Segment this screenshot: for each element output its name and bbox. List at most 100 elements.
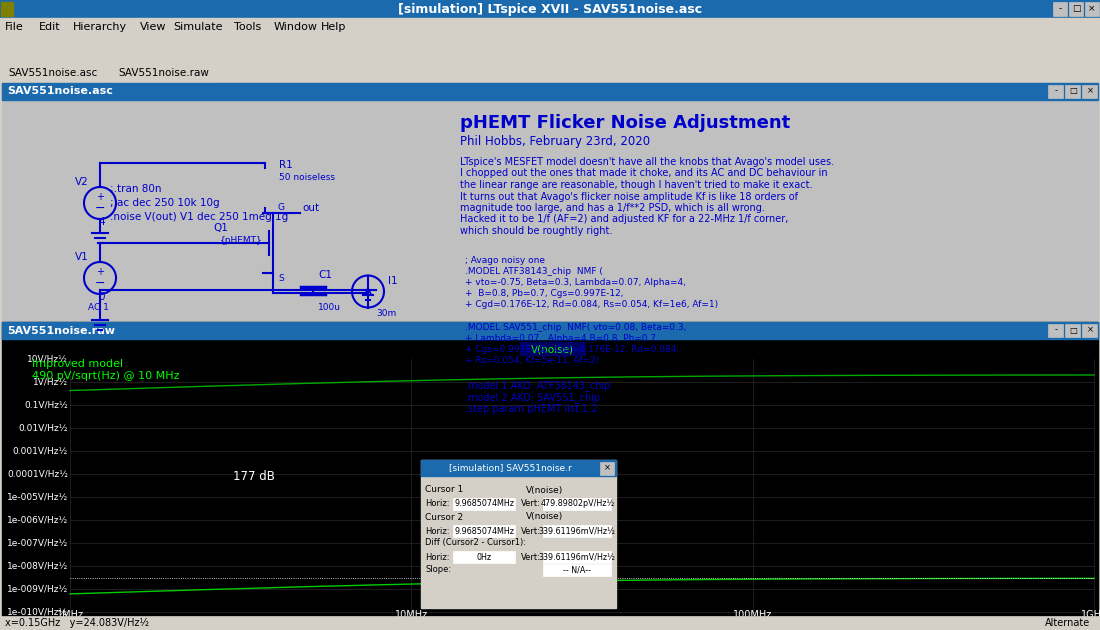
Text: -: - <box>1058 4 1062 13</box>
Bar <box>889 37 909 61</box>
Text: SAV551noise.raw: SAV551noise.raw <box>118 68 209 78</box>
Text: G: G <box>278 203 285 212</box>
Text: V(noise): V(noise) <box>526 486 563 495</box>
Bar <box>631 37 651 61</box>
Text: Hacked it to be 1/f (AF=2) and adjusted KF for a 22-MHz 1/f corner,: Hacked it to be 1/f (AF=2) and adjusted … <box>460 214 789 224</box>
Text: Help: Help <box>321 22 346 32</box>
Bar <box>1065 85 1080 98</box>
Text: [simulation] SAV551noise.r: [simulation] SAV551noise.r <box>450 464 572 472</box>
Text: S: S <box>278 274 284 283</box>
Bar <box>0 0 1100 18</box>
Text: pHEMT Flicker Noise Adjustment: pHEMT Flicker Noise Adjustment <box>460 114 790 132</box>
Bar <box>653 37 673 61</box>
Text: File: File <box>6 22 24 32</box>
Text: Window: Window <box>274 22 318 32</box>
Bar <box>0 18 1100 35</box>
Bar <box>361 37 381 61</box>
Text: .MODEL ATF38143_chip  NMF (: .MODEL ATF38143_chip NMF ( <box>465 267 603 276</box>
Text: 1e-005V/Hz½: 1e-005V/Hz½ <box>7 493 68 501</box>
Bar <box>2 64 107 82</box>
Text: Vert:: Vert: <box>521 527 541 536</box>
Text: Cursor 2: Cursor 2 <box>426 512 463 522</box>
Bar <box>601 462 614 475</box>
Text: 0.0001V/Hz½: 0.0001V/Hz½ <box>7 469 68 479</box>
Text: ; Avago noisy one: ; Avago noisy one <box>465 256 544 265</box>
Text: [simulation] LTspice XVII - SAV551noise.asc: [simulation] LTspice XVII - SAV551noise.… <box>398 3 702 16</box>
Text: I chopped out the ones that made it choke, and its AC and DC behaviour in: I chopped out the ones that made it chok… <box>460 168 827 178</box>
Text: 1e-006V/Hz½: 1e-006V/Hz½ <box>7 515 68 525</box>
Bar <box>864 37 883 61</box>
Text: x=0.15GHz   y=24.083V/Hz½: x=0.15GHz y=24.083V/Hz½ <box>6 618 148 628</box>
Text: 1MHz: 1MHz <box>56 610 84 620</box>
Text: Horiz:: Horiz: <box>426 500 450 508</box>
Text: 340 mV/sqrt(Hz) @ 10 MHz: 340 mV/sqrt(Hz) @ 10 MHz <box>431 556 583 566</box>
Text: 1GHz: 1GHz <box>1081 610 1100 620</box>
Text: ×: × <box>1088 4 1096 13</box>
Bar <box>439 37 459 61</box>
Text: View: View <box>140 22 166 32</box>
Bar <box>749 37 769 61</box>
Text: 0: 0 <box>99 292 106 302</box>
Text: 1V/Hz½: 1V/Hz½ <box>33 377 68 386</box>
Text: Horiz:: Horiz: <box>426 553 450 561</box>
Bar <box>151 37 170 61</box>
Bar <box>793 37 813 61</box>
Text: Phil Hobbs, February 23rd, 2020: Phil Hobbs, February 23rd, 2020 <box>460 135 650 148</box>
Text: + Lambda=0.07,  Alpha=4 B=0.8, Pb=0.7,: + Lambda=0.07, Alpha=4 B=0.8, Pb=0.7, <box>465 334 659 343</box>
Text: .model 1 AKO: ATF38143_chip: .model 1 AKO: ATF38143_chip <box>465 380 611 391</box>
Text: □: □ <box>1069 326 1077 335</box>
Bar <box>421 460 616 608</box>
Bar <box>520 342 585 355</box>
Text: + vto=-0.75, Beta=0.3, Lambda=0.07, Alpha=4,: + vto=-0.75, Beta=0.3, Lambda=0.07, Alph… <box>465 278 686 287</box>
Text: 479.89802pV/Hz½: 479.89802pV/Hz½ <box>540 500 615 508</box>
Text: + Rs=0.054, Kf=5e-11, Af=2): + Rs=0.054, Kf=5e-11, Af=2) <box>465 356 600 365</box>
Bar <box>314 37 333 61</box>
Bar <box>103 37 123 61</box>
Bar <box>553 37 573 61</box>
Text: ×: × <box>1087 326 1093 335</box>
Bar <box>1 2 13 16</box>
Bar <box>270 37 289 61</box>
Bar <box>543 564 612 576</box>
Bar <box>221 37 241 61</box>
Text: Simulate: Simulate <box>174 22 223 32</box>
Bar <box>487 37 507 61</box>
Text: 4: 4 <box>99 217 106 227</box>
Bar <box>2 322 1098 339</box>
Bar <box>0 63 1100 83</box>
Text: It turns out that Avago's flicker noise amplitude Kf is like 18 orders of: It turns out that Avago's flicker noise … <box>460 192 798 202</box>
Bar <box>412 37 433 61</box>
Bar <box>1065 324 1080 337</box>
Bar <box>1048 324 1063 337</box>
Bar <box>820 37 839 61</box>
Text: 177 dB: 177 dB <box>233 470 275 483</box>
Text: Avago ATF38143 model: Avago ATF38143 model <box>431 544 562 554</box>
Text: 1e-009V/Hz½: 1e-009V/Hz½ <box>7 585 68 593</box>
Bar <box>2 83 1098 320</box>
Text: 9.9685074MHz: 9.9685074MHz <box>454 527 515 536</box>
Bar <box>195 37 214 61</box>
Text: + Cgd=0.176E-12, Rd=0.084, Rs=0.054, Kf=1e6, Af=1): + Cgd=0.176E-12, Rd=0.084, Rs=0.054, Kf=… <box>465 300 718 309</box>
Bar <box>1085 2 1099 16</box>
Text: 0.001V/Hz½: 0.001V/Hz½ <box>13 447 68 455</box>
Text: C1: C1 <box>318 270 332 280</box>
Bar <box>1053 2 1067 16</box>
Text: 5AV551noise.raw: 5AV551noise.raw <box>7 326 115 336</box>
Text: +  B=0.8, Pb=0.7, Cgs=0.997E-12,: + B=0.8, Pb=0.7, Cgs=0.997E-12, <box>465 289 624 298</box>
Text: 30m: 30m <box>376 309 396 319</box>
Bar <box>387 37 407 61</box>
Text: −: − <box>95 277 106 290</box>
Bar <box>248 37 267 61</box>
Text: 0Hz: 0Hz <box>476 553 492 561</box>
Text: Tools: Tools <box>233 22 261 32</box>
Text: 339.61196mV/Hz½: 339.61196mV/Hz½ <box>539 527 616 536</box>
Bar <box>543 498 612 510</box>
Text: Improved model: Improved model <box>32 359 123 369</box>
Text: V1: V1 <box>75 252 89 262</box>
Text: Vert:: Vert: <box>521 500 541 508</box>
Text: V(noise): V(noise) <box>526 512 563 522</box>
Text: Diff (Cursor2 - Cursor1):: Diff (Cursor2 - Cursor1): <box>426 539 526 547</box>
Text: SAV551noise.asc: SAV551noise.asc <box>8 68 97 78</box>
Text: 50 noiseless: 50 noiseless <box>279 173 335 182</box>
Text: 100u: 100u <box>318 302 341 311</box>
